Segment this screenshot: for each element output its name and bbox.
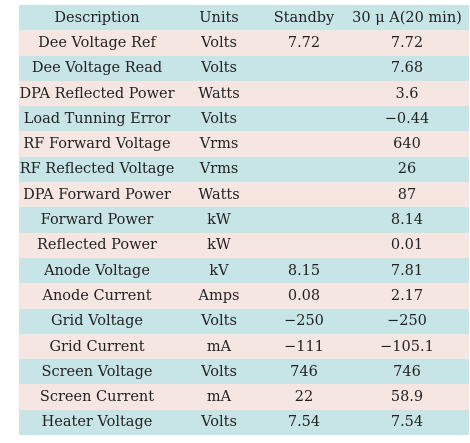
standby-cell: 7.54 <box>287 414 321 431</box>
standby-cell: 22 <box>294 389 314 406</box>
header-run: 30 μ A(20 min) <box>352 9 462 26</box>
run-value-cell: 7.72 <box>390 34 424 51</box>
units-cell: Volts <box>201 110 237 127</box>
units-cell: mA <box>206 389 232 406</box>
run-value-cell: 8.14 <box>390 212 424 229</box>
standby-cell <box>263 207 345 232</box>
standby-cell: 8.15 <box>287 262 321 279</box>
run-value-cell: 640 <box>393 136 421 153</box>
units-cell: mA <box>206 338 232 355</box>
standby-cell: 0.08 <box>287 287 321 304</box>
units-cell: Vrms <box>199 136 239 153</box>
description-cell: DPA Reflected Power <box>19 85 175 102</box>
units-cell: Watts <box>198 186 240 203</box>
run-value-cell: 746 <box>393 363 421 380</box>
table-row: Dee Voltage Ref Volts 7.72 7.72 <box>19 30 469 56</box>
units-cell: Vrms <box>199 161 239 178</box>
units-cell: kW <box>207 237 231 254</box>
run-value-cell: −0.44 <box>384 110 430 127</box>
description-cell: Anode Voltage <box>44 262 150 279</box>
table-row: Reflected Power kW 0.01 <box>19 232 469 258</box>
description-cell: Anode Current <box>42 287 152 304</box>
units-cell: Amps <box>198 287 240 304</box>
table-row: DPA Reflected Power Watts 3.6 <box>19 80 469 107</box>
table-row: Screen Current mA 22 58.9 <box>19 384 469 410</box>
standby-cell: −111 <box>284 338 324 355</box>
run-value-cell: 58.9 <box>390 389 424 406</box>
units-cell: Volts <box>201 414 237 431</box>
table-row: Heater Voltage Volts 7.54 7.54 <box>19 409 469 436</box>
header-row: Description Units Standby 30 μ A(20 min) <box>19 5 469 31</box>
table-row: Forward Power kW 8.14 <box>19 207 469 233</box>
table-row: Dee Voltage Read Volts 7.68 <box>19 55 469 81</box>
header-description: Description <box>54 9 140 26</box>
header-units: Units <box>199 9 239 26</box>
standby-cell <box>263 56 345 81</box>
run-value-cell: 2.17 <box>390 287 424 304</box>
units-cell: Volts <box>201 60 237 77</box>
run-value-cell: 3.6 <box>395 85 419 102</box>
description-cell: Forward Power <box>40 212 154 229</box>
standby-cell <box>263 106 345 131</box>
description-cell: Screen Current <box>39 389 155 406</box>
units-cell: Volts <box>201 313 237 330</box>
description-cell: DPA Forward Power <box>23 186 171 203</box>
standby-cell <box>263 182 345 207</box>
units-cell: Volts <box>201 363 237 380</box>
run-value-cell: 87 <box>397 186 417 203</box>
description-cell: Grid Voltage <box>51 313 143 330</box>
table-row: Anode Voltage kV 8.15 7.81 <box>19 257 469 284</box>
table-row: Anode Current Amps 0.08 2.17 <box>19 283 469 309</box>
run-value-cell: −105.1 <box>380 338 434 355</box>
standby-cell: 7.72 <box>287 34 321 51</box>
standby-cell <box>263 131 345 156</box>
units-cell: Watts <box>198 85 240 102</box>
standby-cell <box>263 81 345 106</box>
table-row: Grid Voltage Volts −250 −250 <box>19 308 469 334</box>
run-value-cell: 26 <box>397 161 417 178</box>
run-value-cell: 7.81 <box>390 262 424 279</box>
description-cell: Dee Voltage Ref <box>38 34 156 51</box>
run-value-cell: 7.68 <box>390 60 424 77</box>
run-value-cell: −250 <box>387 313 427 330</box>
table-row: RF Forward Voltage Vrms 640 <box>19 131 469 157</box>
units-cell: kV <box>209 262 229 279</box>
standby-cell <box>263 233 345 258</box>
table-row: Grid Current mA −111 −105.1 <box>19 333 469 360</box>
description-cell: Heater Voltage <box>41 414 153 431</box>
run-value-cell: 7.54 <box>390 414 424 431</box>
standby-cell: 746 <box>290 363 318 380</box>
table-row: Load Tunning Error Volts −0.44 <box>19 106 469 132</box>
description-cell: Screen Voltage <box>41 363 153 380</box>
description-cell: RF Forward Voltage <box>23 136 171 153</box>
standby-cell: −250 <box>284 313 324 330</box>
parameter-table: Description Units Standby 30 μ A(20 min)… <box>19 5 469 436</box>
description-cell: Reflected Power <box>37 237 157 254</box>
table-row: RF Reflected Voltage Vrms 26 <box>19 156 469 183</box>
units-cell: Volts <box>201 34 237 51</box>
run-value-cell: 0.01 <box>390 237 424 254</box>
description-cell: Load Tunning Error <box>23 110 171 127</box>
standby-cell <box>263 157 345 182</box>
table-body: Dee Voltage Ref Volts 7.72 7.72 Dee Voltage … <box>19 30 469 436</box>
table-row: DPA Forward Power Watts 87 <box>19 182 469 208</box>
description-cell: RF Reflected Voltage <box>19 161 175 178</box>
table-row: Screen Voltage Volts 746 746 <box>19 359 469 385</box>
header-standby: Standby <box>273 9 335 26</box>
description-cell: Grid Current <box>49 338 145 355</box>
units-cell: kW <box>207 212 231 229</box>
description-cell: Dee Voltage Read <box>31 60 163 77</box>
